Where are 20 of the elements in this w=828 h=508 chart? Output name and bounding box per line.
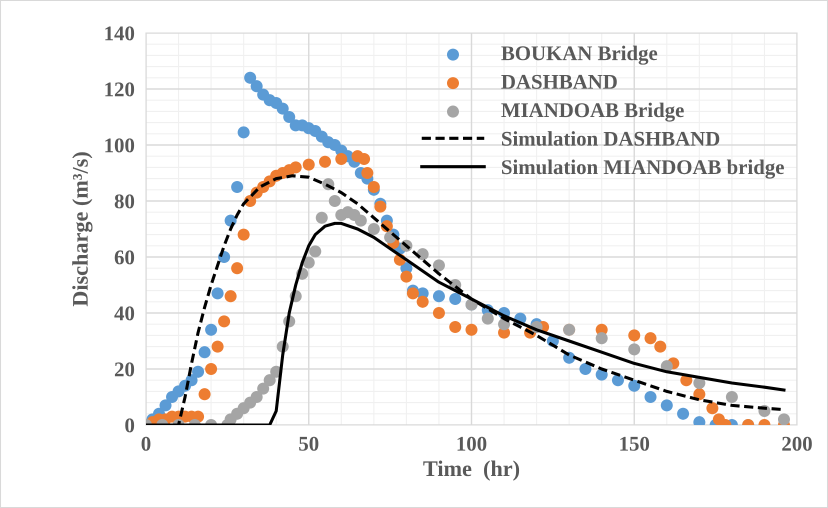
y-tick-label: 40 <box>114 306 134 320</box>
y-tick-label: 120 <box>105 82 134 96</box>
y-tick-label: 0 <box>125 418 134 432</box>
y-axis-title: Discharge (m³/s) <box>72 152 93 306</box>
legend-label: MIANDOAB Bridge <box>501 102 684 122</box>
x-tick-label: 0 <box>142 436 150 451</box>
y-tick-label: 80 <box>114 194 134 208</box>
legend-label: BOUKAN Bridge <box>501 46 658 65</box>
y-tick-label: 100 <box>105 138 134 152</box>
x-tick-label: 50 <box>299 436 318 451</box>
legend-label: DASHBAND <box>501 74 617 89</box>
legend-label: Simulation MIANDOAB bridge <box>502 160 784 179</box>
x-tick-label: 150 <box>620 436 650 451</box>
legend-label: Simulation DASHBAND <box>502 131 720 146</box>
y-tick-label: 20 <box>114 362 134 376</box>
x-axis-title: Time (hr) <box>423 460 520 481</box>
y-tick-label: 140 <box>105 26 134 40</box>
y-tick-label: 60 <box>114 250 134 264</box>
x-tick-label: 200 <box>782 436 812 451</box>
x-tick-label: 100 <box>458 436 486 451</box>
